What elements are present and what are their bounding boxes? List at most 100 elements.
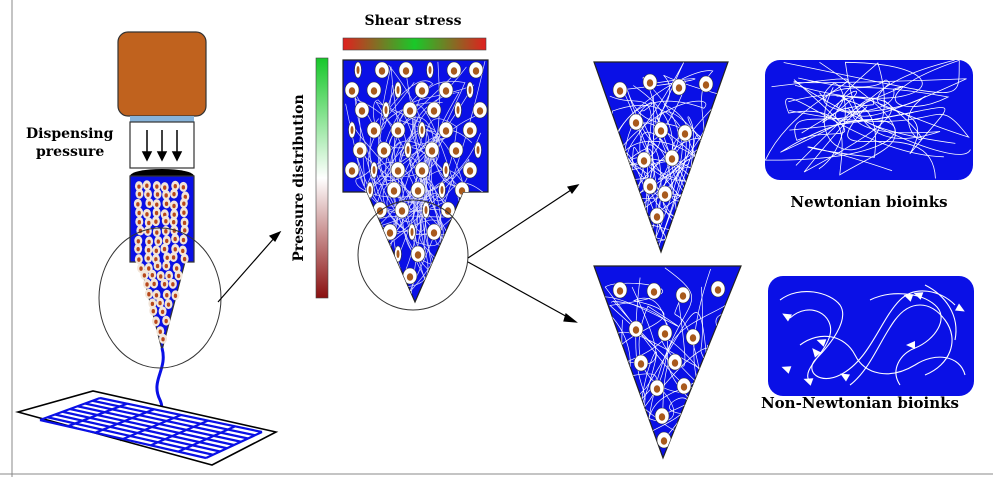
pressure-distribution-bar: Pressure distribution [291,58,328,298]
cell [668,354,682,370]
cell [686,329,700,345]
nozzle-cell [439,122,453,138]
cell [699,76,713,92]
nozzle-cell [439,182,446,198]
nozzle-cell [449,142,463,158]
shear-stress-bar: Shear stress [343,13,486,50]
arrow-to-non-newtonian [468,262,576,322]
plunger [118,32,206,116]
nozzle-cell [375,62,389,78]
mini-cell [159,334,167,344]
mini-cell [135,189,143,199]
non-newtonian-flow-box [768,276,974,396]
mini-cell [162,261,170,271]
nozzle-cell [387,182,401,198]
mini-cell [135,254,143,264]
mini-cell [179,235,187,245]
mini-cell [140,270,148,280]
mini-cell [148,270,156,280]
newtonian-label: Newtonian bioinks [790,193,947,211]
nozzle-cell [411,182,425,198]
mini-cell [171,234,179,244]
cell [629,114,643,130]
mini-cell [143,180,151,190]
nozzle-zoom [343,60,488,310]
cell [650,380,664,396]
mini-cell [152,245,160,255]
nozzle-cell [403,268,417,284]
mini-cell [153,208,161,218]
newtonian-flow-box [765,60,973,180]
arrow-to-newtonian [468,185,578,258]
nozzle-cell [427,62,434,78]
nozzle-cell [395,82,402,98]
dispensing-pressure-label: Dispensing pressure [26,126,114,160]
nozzle-cell [391,162,405,178]
printhead [99,32,221,440]
cell [658,325,672,341]
mini-cell [164,299,172,309]
nozzle-cell [463,122,477,138]
nozzle-cell [463,162,477,178]
mini-cell [145,217,153,227]
nozzle-cell [403,102,417,118]
arrow-to-nozzle [218,232,280,302]
mini-cell [159,306,167,316]
mini-cell [145,289,153,299]
nozzle-cell [411,246,425,262]
nozzle-cell [367,182,374,198]
cell [665,150,679,166]
nozzle-cell [399,62,413,78]
nozzle-cell [345,82,359,98]
nozzle-cell [383,102,390,118]
mini-cell [144,189,152,199]
cell [643,74,657,90]
mini-cell [154,261,162,271]
cell [655,408,669,424]
nozzle-cell [377,142,391,158]
mini-cell [170,200,178,210]
cell [672,79,686,95]
mini-cell [171,290,179,300]
nozzle-cell [415,162,429,178]
nozzle-cell [367,82,381,98]
cell [711,281,725,297]
mini-cell [180,198,188,208]
mini-cell [163,290,171,300]
nozzle-cell [425,142,439,158]
nozzle-cell [447,62,461,78]
nozzle-cell [427,102,441,118]
cell [613,82,627,98]
mini-cell [169,279,177,289]
nozzle-cell [409,224,416,240]
printed-scaffold [18,391,276,465]
mini-cell [149,306,157,316]
cell [658,186,672,202]
nozzle-cell [469,62,483,78]
mini-cell [170,217,178,227]
cell [643,178,657,194]
nozzle-cell [405,142,412,158]
cell [650,208,664,224]
nozzle-cell [427,224,441,240]
mini-cell [152,316,160,326]
svg-text:pressure: pressure [36,144,104,160]
mini-cell [152,216,160,226]
mini-cell [134,199,142,209]
nozzle-cell [415,82,429,98]
mini-cell [135,217,143,227]
cell [613,282,627,298]
nozzle-cell [367,122,381,138]
mini-cell [144,226,152,236]
nozzle-cell [473,102,487,118]
cell [678,125,692,141]
cell [634,355,648,371]
nozzle-cell [355,62,362,78]
mini-cell [180,207,188,217]
nozzle-cell [391,122,405,138]
cell [654,122,668,138]
mini-cell [161,279,169,289]
mini-cell [161,244,169,254]
nozzle-cell [423,202,430,218]
